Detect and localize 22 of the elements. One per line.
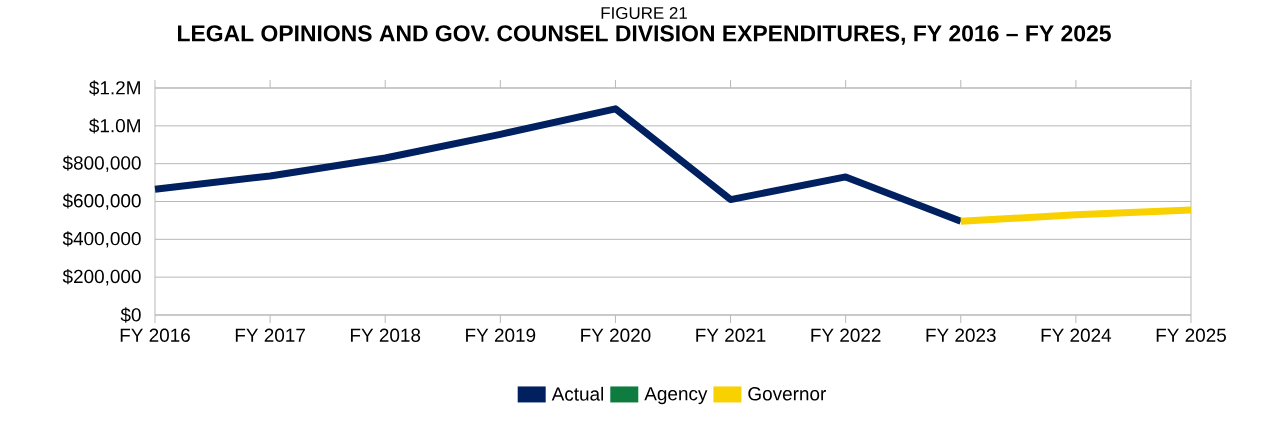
x-tick-label: FY 2016 — [120, 328, 190, 342]
y-tick-label: $200,000 — [62, 268, 141, 286]
chart-title: LEGAL OPINIONS AND GOV. COUNSEL DIVISION EXPENDITURES, FY 2016 – FY 2025 — [178, 25, 1111, 45]
legend-label: Governor — [748, 387, 826, 401]
x-tick-label: FY 2025 — [1156, 328, 1226, 342]
chart-subtitle: FIGURE 21 — [601, 7, 687, 19]
x-tick-label: FY 2018 — [350, 328, 421, 342]
x-tick-label: FY 2017 — [235, 328, 305, 342]
y-tick-label: $0 — [120, 307, 141, 323]
legend-label: Agency — [644, 387, 708, 405]
y-tick-label: $400,000 — [62, 231, 141, 248]
x-tick-label: FY 2024 — [1041, 328, 1112, 342]
x-tick-label: FY 2021 — [696, 328, 766, 342]
x-tick-label: FY 2019 — [466, 328, 536, 342]
legend-label: Actual — [551, 386, 604, 401]
x-tick-label: FY 2020 — [581, 328, 651, 342]
x-tick-label: FY 2023 — [926, 328, 996, 342]
y-tick-label: $600,000 — [62, 193, 141, 210]
y-tick-label: $1.0M — [89, 118, 140, 134]
y-tick-label: $1.2M — [89, 80, 140, 96]
x-tick-label: FY 2022 — [811, 328, 881, 342]
y-tick-label: $800,000 — [62, 155, 141, 172]
